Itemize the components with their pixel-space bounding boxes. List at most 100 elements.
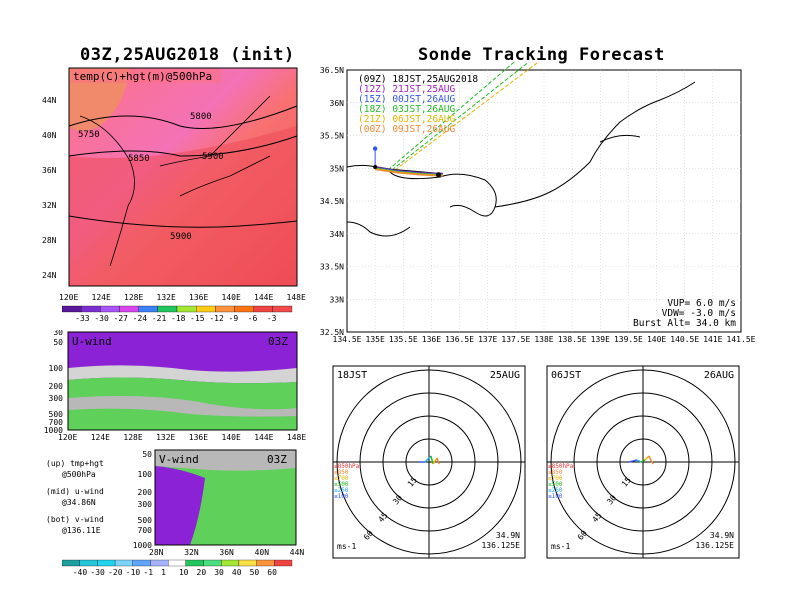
hodo-trace xyxy=(432,457,438,465)
hodo-trace xyxy=(424,455,432,463)
lat-tick-label: 36N xyxy=(42,166,57,175)
lon-tick-label: 137.5E xyxy=(501,335,530,344)
lon-tick-label: 120E xyxy=(59,293,78,302)
section-frame xyxy=(67,331,298,431)
lat-tick-label: 40N xyxy=(42,131,57,140)
colorbar-swatch xyxy=(274,559,293,567)
colorbar-label: 50 xyxy=(250,568,260,577)
lon-tick-label: 137E xyxy=(478,335,497,344)
colorbar-label: -24 xyxy=(133,314,148,323)
lon-tick-label: 120E xyxy=(58,433,77,442)
note-line: (bot) v-wind xyxy=(46,515,104,524)
contour-label: 5900 xyxy=(202,152,224,162)
param-text: VUP= 6.0 m/s xyxy=(667,298,736,309)
lon-tick-label: 134.5E xyxy=(333,335,362,344)
level-tick-label: 50 xyxy=(53,338,63,347)
colorbar-swatch xyxy=(238,559,257,567)
hodo-level-label: ≥850hPa xyxy=(334,463,360,470)
track-map-frame xyxy=(346,69,742,333)
colorbar-swatch xyxy=(272,305,293,313)
colorbar-swatch xyxy=(138,305,158,313)
balloon-forecast-lines xyxy=(394,62,540,171)
lon-tick-label: 141.5E xyxy=(727,335,756,344)
colorbar-swatch xyxy=(114,559,133,567)
hodo-trace xyxy=(636,459,642,463)
legend-entry: (09Z) 18JST,25AUG2018 xyxy=(358,74,478,85)
contour-label: 5900 xyxy=(170,232,192,242)
colorbar-swatch xyxy=(119,305,139,313)
hodo-trace xyxy=(436,457,440,465)
hodo-lat: 34.9N xyxy=(710,531,734,540)
legend-entry: (15Z) 00JST,26AUG xyxy=(358,94,456,105)
contour-lines xyxy=(68,105,298,228)
colorbar-swatch xyxy=(221,559,240,567)
legend-entry: (21Z) 06JST,26AUG xyxy=(358,114,456,125)
lon-tick-label: 141E xyxy=(703,335,722,344)
lon-tick-label: 140E xyxy=(222,293,241,302)
u-wind-band xyxy=(68,408,297,430)
track-map-title: Sonde Tracking Forecast xyxy=(418,45,665,65)
colorbar-label: -20 xyxy=(108,568,123,577)
level-tick-label: 200 xyxy=(138,488,153,497)
lat-tick-label: 32N xyxy=(184,548,199,557)
lon-tick-label: 140.5E xyxy=(670,335,699,344)
lon-tick-label: 128E xyxy=(124,293,143,302)
note-line: @136.11E xyxy=(62,526,101,535)
lat-tick-label: 33N xyxy=(330,295,345,304)
level-tick-label: 100 xyxy=(49,364,64,373)
colorbar-label: 60 xyxy=(267,568,277,577)
lon-tick-label: 139.5E xyxy=(614,335,643,344)
colorbar-label: -10 xyxy=(126,568,141,577)
lat-tick-label: 28N xyxy=(42,236,57,245)
hodo-lon: 136.125E xyxy=(481,541,520,550)
colorbar-swatch xyxy=(150,559,169,567)
colorbar-swatch xyxy=(79,559,98,567)
colorbar-label: -15 xyxy=(190,314,205,323)
land-outline xyxy=(79,95,271,267)
note-line: @500hPa xyxy=(62,470,96,479)
contour-label: 5850 xyxy=(128,154,150,164)
legend-entry: (18Z) 03JST,26AUG xyxy=(358,104,456,115)
u-wind-time: 03Z xyxy=(268,335,288,348)
v-wind-band xyxy=(155,466,205,545)
lon-tick-label: 135.5E xyxy=(389,335,418,344)
inset-label: temp(C)+hgt(m)@500hPa xyxy=(73,70,212,83)
lon-tick-label: 132E xyxy=(156,433,175,442)
v-wind-time: 03Z xyxy=(267,453,287,466)
legend-notes: (up) tmp+hgt @500hPa (mid) u-wind @34.86… xyxy=(46,458,104,536)
colorbar-label: -3 xyxy=(267,314,277,323)
v-wind-label: V-wind xyxy=(159,453,199,466)
legend-entry: (00Z) 09JST,26AUG xyxy=(358,124,456,135)
colorbar-swatch xyxy=(185,559,204,567)
colorbar-swatch xyxy=(196,305,216,313)
u-wind-label: U-wind xyxy=(72,335,112,348)
lon-tick-label: 138E xyxy=(534,335,553,344)
hodo-level-label: ≥850hPa xyxy=(548,463,574,470)
colorbar-label: -1 xyxy=(143,568,153,577)
colorbar-label: 1 xyxy=(161,568,166,577)
hodo-date: 26AUG xyxy=(704,370,734,381)
note-line: (mid) u-wind xyxy=(46,487,104,496)
u-wind-label-box xyxy=(70,334,125,348)
lon-tick-label: 140E xyxy=(647,335,666,344)
colorbar-swatch xyxy=(62,559,80,567)
colorbar-label: -40 xyxy=(73,568,88,577)
lon-tick-label: 132E xyxy=(157,293,176,302)
lat-tick-label: 40N xyxy=(255,548,270,557)
u-wind-band xyxy=(68,365,297,384)
contour-label: 5800 xyxy=(190,112,212,122)
lat-tick-label: 44N xyxy=(42,96,57,105)
lat-tick-label: 36.5N xyxy=(320,66,344,75)
lon-tick-label: 140E xyxy=(222,433,241,442)
hodo-trace xyxy=(628,459,638,463)
launch-point xyxy=(435,172,441,178)
sonde-track-map: (09Z) 18JST,25AUG2018(12Z) 21JST,25AUG(1… xyxy=(320,62,756,344)
lat-tick-label: 24N xyxy=(42,271,57,280)
colorbar-label: 30 xyxy=(214,568,224,577)
lon-tick-label: 136.5E xyxy=(445,335,474,344)
balloon-forecast-lines xyxy=(387,62,530,171)
lat-tick-label: 36N xyxy=(219,548,234,557)
